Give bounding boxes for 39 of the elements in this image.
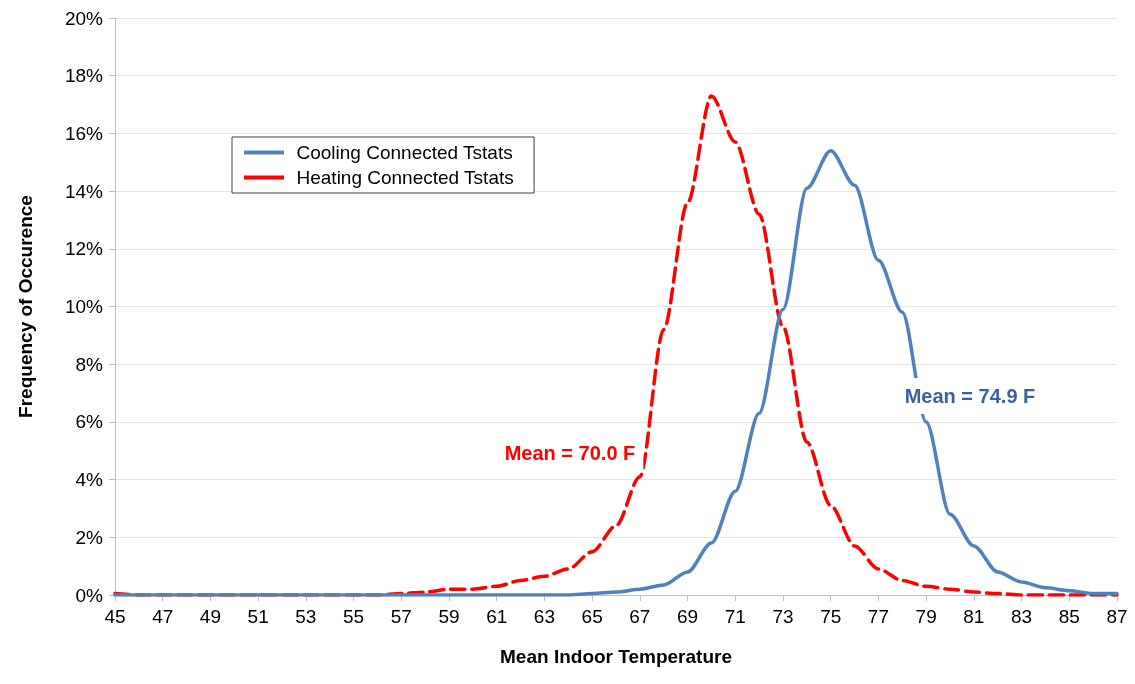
x-tick-label: 65 [581,606,603,627]
x-tick-label: 45 [104,606,126,627]
y-tick-label: 4% [75,469,104,491]
y-tick-label: 2% [75,526,104,548]
x-tick-label: 81 [963,606,985,627]
x-tick-label: 59 [438,606,460,627]
x-tick-label: 53 [295,606,317,627]
annotation: Mean = 74.9 F [904,385,1036,407]
x-tick-label: 85 [1058,606,1080,627]
x-axis-title: Mean Indoor Temperature [500,646,732,667]
x-tick-label: 49 [199,606,221,627]
x-tick-label: 63 [533,606,555,627]
legend-label: Heating Connected Tstats [296,167,514,188]
x-tick-label: 47 [152,606,174,627]
y-tick-label: 20% [64,7,104,29]
y-tick-label: 12% [64,238,104,260]
annotation: Mean = 70.0 F [504,442,636,464]
x-tick-label: 79 [915,606,937,627]
y-tick-label: 18% [64,65,104,87]
x-tick-label: 87 [1106,606,1128,627]
y-tick-label: 0% [75,584,104,606]
x-tick-label: 69 [677,606,699,627]
x-tick-label: 73 [772,606,794,627]
x-tick-label: 55 [343,606,365,627]
x-tick-label: 75 [820,606,842,627]
y-tick-label: 10% [64,296,104,317]
legend-label: Cooling Connected Tstats [296,142,513,163]
y-tick-label: 14% [64,180,104,202]
x-tick-label: 71 [724,606,746,627]
x-tick-label: 61 [486,606,508,627]
y-tick-label: 16% [64,122,104,144]
y-axis-title: Frequency of Occurence [15,195,36,418]
x-tick-label: 83 [1011,606,1033,627]
y-tick-label: 8% [75,353,104,375]
x-tick-label: 77 [867,606,889,627]
y-tick-label: 6% [75,411,104,433]
x-tick-label: 67 [629,606,651,627]
x-tick-label: 51 [247,606,269,627]
x-tick-label: 57 [390,606,412,627]
